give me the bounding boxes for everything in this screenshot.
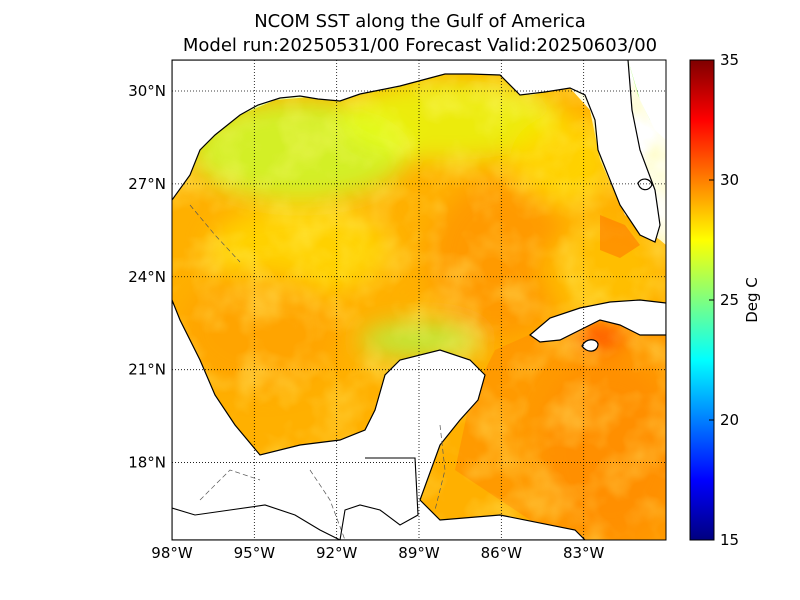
latitude-tick-label: 21°N bbox=[128, 361, 166, 379]
colorbar-tick-label: 25 bbox=[720, 291, 739, 309]
colorbar-label: Deg C bbox=[743, 277, 761, 323]
longitude-tick-label: 86°W bbox=[481, 544, 523, 562]
latitude-tick-labels: 18°N 21°N 24°N 27°N 30°N bbox=[128, 82, 166, 472]
longitude-tick-label: 95°W bbox=[234, 544, 276, 562]
longitude-tick-label: 92°W bbox=[316, 544, 358, 562]
map-subtitle: Model run:20250531/00 Forecast Valid:202… bbox=[182, 35, 658, 56]
map-grid bbox=[172, 60, 666, 540]
colorbar-tick-label: 35 bbox=[720, 51, 739, 69]
colorbar-tick-label: 20 bbox=[720, 411, 739, 429]
longitude-tick-label: 98°W bbox=[151, 544, 193, 562]
longitude-tick-label: 83°W bbox=[563, 544, 605, 562]
plot-frame bbox=[171, 59, 667, 541]
longitude-tick-label: 89°W bbox=[398, 544, 440, 562]
colorbar: 15 20 25 30 35 Deg C bbox=[689, 51, 761, 549]
land-masses bbox=[172, 60, 666, 540]
latitude-tick-label: 24°N bbox=[128, 268, 166, 286]
colorbar-tick-label: 15 bbox=[720, 531, 739, 549]
colorbar-tick-label: 30 bbox=[720, 171, 739, 189]
florida-shelf bbox=[600, 215, 640, 258]
latitude-tick-label: 27°N bbox=[128, 175, 166, 193]
latitude-tick-label: 30°N bbox=[128, 82, 166, 100]
country-borders-solid bbox=[172, 457, 419, 540]
longitude-tick-labels: 98°W 95°W 92°W 89°W 86°W 83°W bbox=[151, 544, 604, 562]
map-title: NCOM SST along the Gulf of America bbox=[254, 11, 586, 32]
latitude-tick-label: 18°N bbox=[128, 454, 166, 472]
colorbar-ticks: 15 20 25 30 35 bbox=[709, 51, 739, 549]
